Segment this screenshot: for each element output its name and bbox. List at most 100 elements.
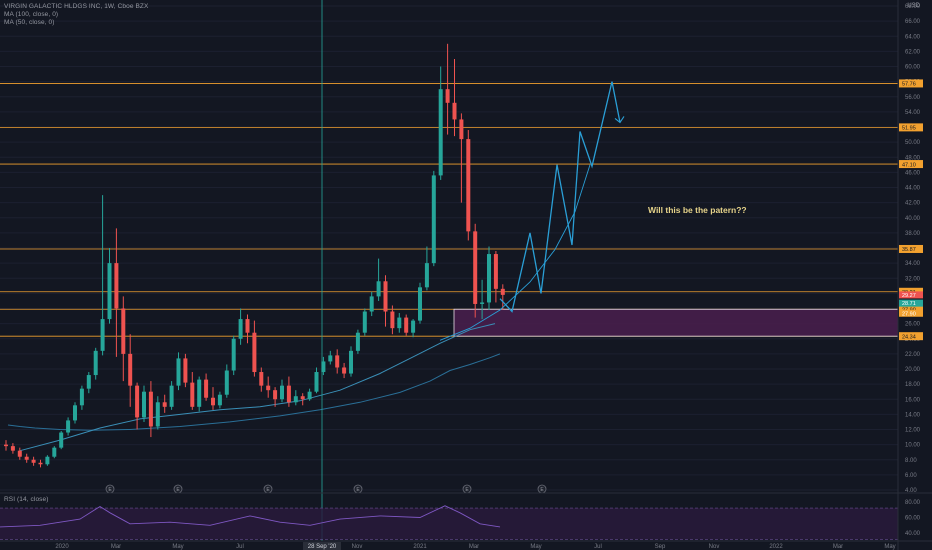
- time-tick-label: Mar: [833, 544, 843, 550]
- candle-body: [4, 444, 8, 447]
- candle-body: [418, 287, 422, 321]
- candle: [286, 376, 291, 407]
- time-tick-label: 2020: [55, 544, 69, 550]
- price-tick-label: 46.00: [905, 170, 921, 176]
- candle: [73, 402, 77, 424]
- price-tick-label: 40.00: [905, 216, 921, 222]
- price-tick-label: 8.00: [905, 458, 917, 464]
- candle-body: [224, 370, 229, 395]
- candle: [38, 459, 43, 468]
- candle-body: [211, 397, 215, 406]
- time-tick-label: Jul: [236, 544, 244, 550]
- candle: [424, 246, 429, 291]
- candle: [10, 443, 15, 454]
- last-price-tag: [899, 291, 923, 299]
- price-tick-label: 26.00: [905, 322, 921, 328]
- candle-body: [204, 379, 209, 398]
- candle: [273, 387, 278, 407]
- candle: [473, 223, 478, 318]
- event-marker-letter: E: [540, 487, 544, 493]
- candle-body: [431, 175, 436, 264]
- candle: [487, 246, 491, 311]
- candle-body: [445, 89, 450, 103]
- time-tick-label: Jul: [594, 544, 602, 550]
- candle: [204, 373, 209, 401]
- candle-body: [231, 338, 236, 371]
- candle-body: [245, 319, 250, 333]
- price-tick-label: 6.00: [905, 473, 917, 479]
- candle: [121, 296, 126, 382]
- price-tick-label: 32.00: [905, 276, 921, 282]
- candle-body: [266, 385, 271, 391]
- candle-body: [38, 462, 43, 465]
- candle-body: [148, 391, 153, 427]
- candle: [259, 367, 264, 392]
- candle: [493, 251, 498, 303]
- candle: [480, 279, 485, 320]
- candle: [31, 456, 36, 466]
- candle-body: [93, 350, 98, 376]
- candle-body: [390, 311, 395, 329]
- ma50-legend: MA (50, close, 0): [4, 19, 55, 26]
- candle: [224, 364, 229, 398]
- candle-body: [142, 391, 146, 418]
- candle-body: [45, 456, 50, 465]
- candle-body: [17, 450, 22, 457]
- candle: [500, 284, 505, 311]
- rsi-panel: [0, 492, 932, 540]
- candle: [59, 431, 64, 450]
- candle: [4, 440, 8, 451]
- level-price-tag: [899, 244, 923, 253]
- candle: [52, 446, 57, 459]
- candle: [45, 455, 50, 466]
- candle: [245, 314, 250, 344]
- candle: [280, 379, 284, 403]
- candle: [438, 66, 443, 180]
- time-tick-label: 2021: [413, 544, 427, 550]
- candlesticks: [4, 43, 505, 468]
- pattern-annotation: Will this be the patern??: [648, 205, 747, 215]
- price-tick-label: 4.00: [905, 488, 917, 494]
- time-tick-label: Mar: [469, 544, 479, 550]
- candle: [197, 376, 202, 412]
- candle-body: [376, 281, 381, 297]
- candle-body: [424, 263, 429, 288]
- candle: [107, 248, 112, 324]
- candle: [376, 258, 381, 301]
- candle: [17, 447, 22, 460]
- candle-body: [162, 402, 167, 407]
- candle-body: [31, 459, 36, 463]
- candle: [411, 319, 416, 338]
- candle: [66, 417, 71, 436]
- candle-body: [259, 372, 264, 386]
- candle-body: [190, 382, 195, 407]
- price-tick-label: 68.00: [905, 4, 921, 10]
- price-tick-label: 22.00: [905, 352, 921, 358]
- candle-body: [493, 254, 498, 289]
- candle: [100, 195, 105, 356]
- candle-body: [121, 308, 126, 354]
- candle: [24, 453, 29, 463]
- event-marker-letter: E: [176, 487, 180, 493]
- rsi-line: [0, 505, 501, 528]
- event-marker-letter: E: [465, 487, 469, 493]
- candle-body: [155, 402, 160, 427]
- candle: [93, 347, 98, 380]
- candle: [466, 130, 471, 241]
- candle-body: [397, 317, 402, 329]
- time-axis: 2020 Mar May Jul Nov 2021 Mar May Jul Sep Nov 2022 M…: [0, 540, 932, 550]
- candle: [114, 228, 119, 357]
- candle-body: [321, 361, 326, 373]
- last-price-label: 28.71: [902, 301, 916, 307]
- price-tick-label: 50.00: [905, 140, 921, 146]
- candle-body: [169, 385, 174, 407]
- candle: [390, 305, 395, 335]
- candle-body: [59, 432, 64, 448]
- level-price-tag: [899, 79, 923, 88]
- price-tick-label: 20.00: [905, 367, 921, 373]
- candle-body: [307, 391, 312, 400]
- candle-body: [217, 394, 222, 406]
